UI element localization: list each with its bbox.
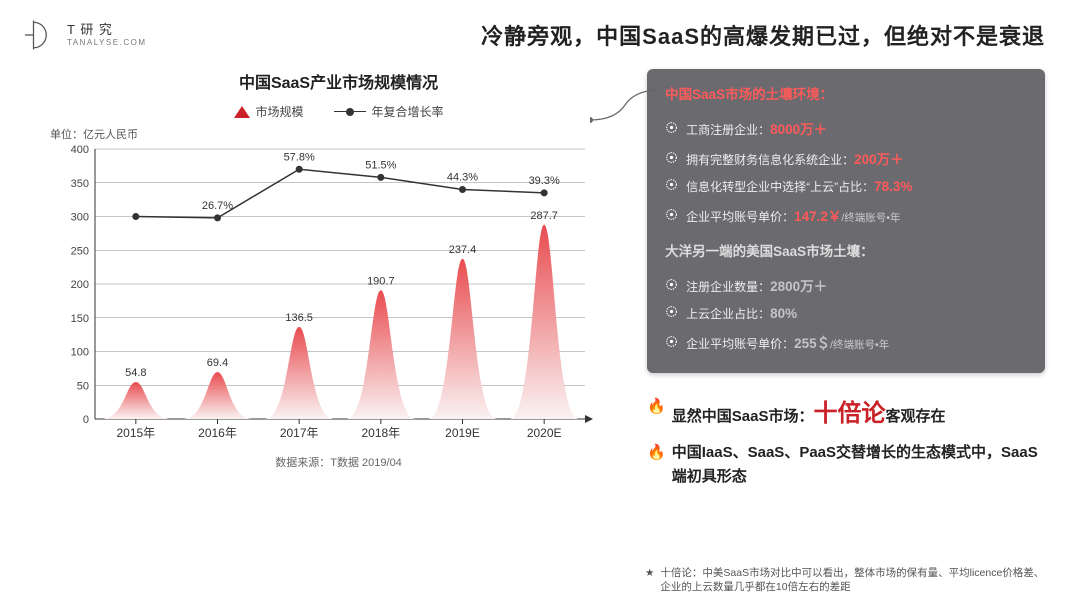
svg-text:190.7: 190.7 [367, 275, 395, 287]
bullet-2: 🔥 中国IaaS、SaaS、PaaS交替增长的生态模式中，SaaS端初具形态 [647, 441, 1045, 489]
info-heading-cn: 中国SaaS市场的土壤环境： [665, 83, 1027, 103]
svg-text:2016年: 2016年 [198, 426, 237, 440]
info-item: 工商注册企业：8000万＋ [665, 113, 1027, 143]
svg-text:200: 200 [71, 279, 89, 291]
chart-column: 中国SaaS产业市场规模情况 市场规模 年复合增长率 单位：亿元人民币 0501… [60, 69, 617, 497]
svg-text:51.5%: 51.5% [365, 159, 396, 171]
svg-text:2019E: 2019E [445, 426, 480, 440]
svg-text:400: 400 [71, 144, 89, 156]
logo-en: TANALYSE.COM [67, 38, 147, 48]
svg-text:300: 300 [71, 212, 89, 224]
info-box: 中国SaaS市场的土壤环境： 工商注册企业：8000万＋拥有完整财务信息化系统企… [647, 69, 1045, 373]
svg-text:2020E: 2020E [527, 426, 562, 440]
svg-text:44.3%: 44.3% [447, 172, 478, 184]
header: T 研 究 TANALYSE.COM 冷静旁观，中国SaaS的高爆发期已过，但绝… [0, 0, 1080, 64]
info-item: 信息化转型企业中选择“上云”占比：78.3% [665, 173, 1027, 200]
fire-icon: 🔥 [647, 395, 666, 419]
svg-text:0: 0 [83, 414, 89, 426]
chart-source: 数据来源：T数据 2019/04 [60, 454, 617, 470]
svg-text:350: 350 [71, 178, 89, 190]
svg-text:100: 100 [71, 347, 89, 359]
unit-label: 单位：亿元人民币 [50, 126, 617, 142]
info-column: 中国SaaS市场的土壤环境： 工商注册企业：8000万＋拥有完整财务信息化系统企… [647, 69, 1045, 497]
legend-peak: 市场规模 [234, 103, 304, 120]
bullets: 🔥 显然中国SaaS市场：十倍论客观存在 🔥 中国IaaS、SaaS、PaaS交… [647, 395, 1045, 489]
svg-text:287.7: 287.7 [530, 210, 558, 222]
svg-text:39.3%: 39.3% [529, 175, 560, 187]
chart-title: 中国SaaS产业市场规模情况 [60, 69, 617, 93]
legend-line: 年复合增长率 [334, 103, 444, 120]
footnote-text: 十倍论：中美SaaS市场对比中可以看出，整体市场的保有量、平均licence价格… [660, 566, 1045, 595]
svg-text:150: 150 [71, 313, 89, 325]
fire-icon: 🔥 [647, 441, 666, 465]
logo-cn: T 研 究 [67, 22, 147, 38]
info-heading-us: 大洋另一端的美国SaaS市场土壤： [665, 240, 1027, 260]
svg-text:136.5: 136.5 [285, 312, 313, 324]
info-item: 拥有完整财务信息化系统企业：200万＋ [665, 143, 1027, 173]
footnote: ★ 十倍论：中美SaaS市场对比中可以看出，整体市场的保有量、平均licence… [645, 566, 1045, 595]
svg-text:237.4: 237.4 [449, 244, 477, 256]
headline: 冷静旁观，中国SaaS的高爆发期已过，但绝对不是衰退 [481, 19, 1045, 51]
callout-curve [590, 85, 660, 125]
logo-icon [25, 18, 59, 52]
chart-legend: 市场规模 年复合增长率 [60, 103, 617, 120]
svg-text:26.7%: 26.7% [202, 200, 233, 212]
svg-text:2018年: 2018年 [361, 426, 400, 440]
star-icon: ★ [645, 566, 654, 595]
chart-svg: 0 50 100 150 200 250 300 350 400 54.8 69.4 136.5 190… [60, 144, 600, 444]
svg-text:50: 50 [77, 380, 89, 392]
info-item: 企业平均账号单价：255＄/终端账号•年 [665, 327, 1027, 357]
info-item: 上云企业占比：80% [665, 300, 1027, 327]
logo: T 研 究 TANALYSE.COM [25, 18, 147, 52]
svg-text:69.4: 69.4 [207, 357, 228, 369]
bullet-1: 🔥 显然中国SaaS市场：十倍论客观存在 [647, 395, 1045, 433]
svg-text:2017年: 2017年 [280, 426, 319, 440]
info-item: 企业平均账号单价：147.2￥/终端账号•年 [665, 200, 1027, 230]
svg-text:57.8%: 57.8% [284, 151, 315, 163]
chart-plot: 0 50 100 150 200 250 300 350 400 54.8 69.4 136.5 190… [60, 144, 600, 444]
svg-text:2015年: 2015年 [116, 426, 155, 440]
svg-text:54.8: 54.8 [125, 367, 146, 379]
info-item: 注册企业数量：2800万＋ [665, 270, 1027, 300]
svg-text:250: 250 [71, 245, 89, 257]
